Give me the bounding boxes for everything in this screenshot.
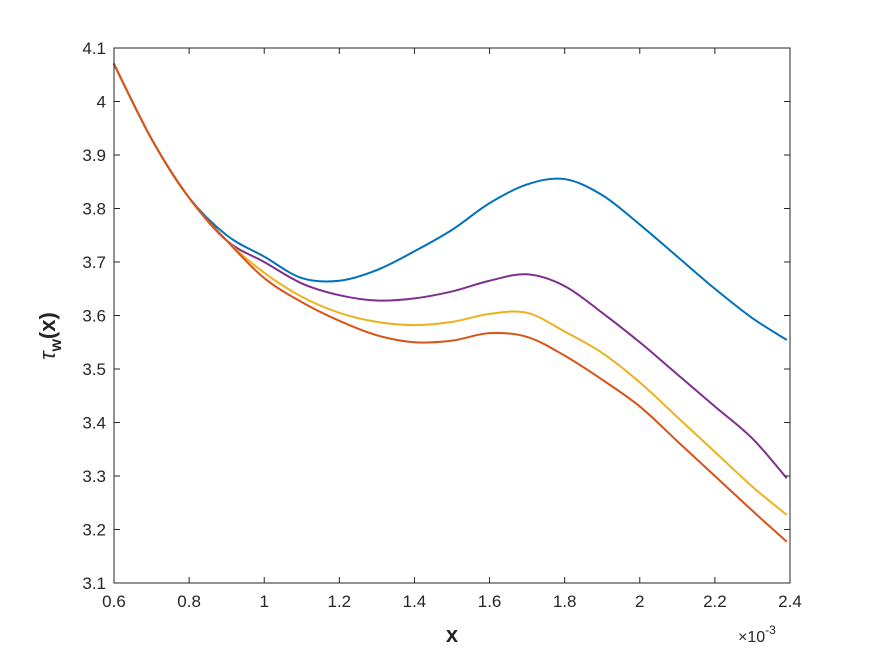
x-axis-label: x bbox=[446, 622, 459, 647]
x-tick-label: 0.8 bbox=[177, 592, 201, 611]
y-axis-ticks: 3.1 3.2 3.3 3.4 3.5 3.6 3.7 3.8 3.9 4 4.1 bbox=[82, 39, 790, 593]
series-line-4 bbox=[113, 63, 788, 543]
y-axis-label-subscript: w bbox=[48, 339, 65, 353]
y-tick-label: 4 bbox=[97, 93, 106, 112]
y-axis-label-tail: (x) bbox=[35, 312, 60, 339]
x-tick-label: 2.2 bbox=[703, 592, 727, 611]
y-tick-label: 3.6 bbox=[82, 307, 106, 326]
y-axis-label-symbol: τ bbox=[35, 350, 60, 360]
x-tick-label: 1.8 bbox=[553, 592, 577, 611]
x-tick-label: 2.4 bbox=[778, 592, 802, 611]
y-tick-label: 3.5 bbox=[82, 360, 106, 379]
y-tick-label: 3.9 bbox=[82, 146, 106, 165]
x-axis-exponent: ×10-3 bbox=[738, 623, 776, 646]
x-axis-ticks: 0.6 0.8 1 1.2 1.4 1.6 1.8 2 2.2 2.4 bbox=[102, 48, 802, 611]
x-tick-label: 1.6 bbox=[478, 592, 502, 611]
y-axis-label: τw(x) bbox=[35, 312, 65, 360]
x-tick-label: 1.4 bbox=[403, 592, 427, 611]
x-tick-label: 2 bbox=[635, 592, 644, 611]
y-tick-label: 3.8 bbox=[82, 200, 106, 219]
x-tick-label: 1.2 bbox=[328, 592, 352, 611]
y-tick-label: 3.7 bbox=[82, 253, 106, 272]
x-axis-exponent-power: -3 bbox=[765, 623, 776, 637]
series-group bbox=[113, 63, 788, 543]
plot-background bbox=[114, 48, 790, 583]
y-tick-label: 3.1 bbox=[82, 574, 106, 593]
x-tick-label: 0.6 bbox=[102, 592, 126, 611]
plot-area bbox=[114, 48, 790, 583]
y-tick-label: 3.3 bbox=[82, 467, 106, 486]
y-tick-label: 4.1 bbox=[82, 39, 106, 58]
x-tick-label: 1 bbox=[259, 592, 268, 611]
series-line-1 bbox=[113, 63, 788, 341]
y-tick-label: 3.2 bbox=[82, 521, 106, 540]
x-axis-exponent-base: ×10 bbox=[738, 629, 765, 646]
y-tick-label: 3.4 bbox=[82, 414, 106, 433]
